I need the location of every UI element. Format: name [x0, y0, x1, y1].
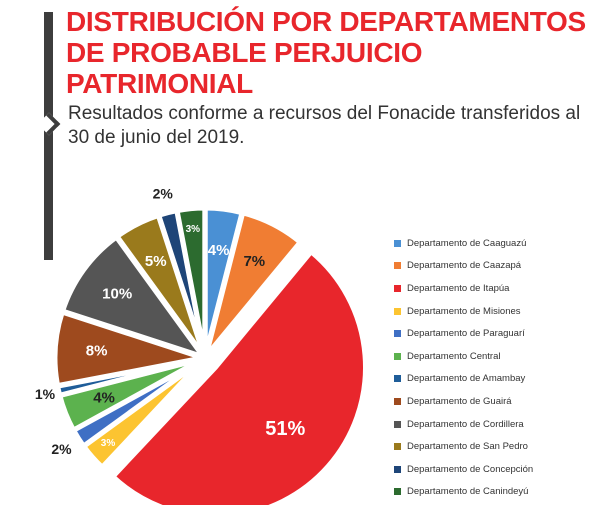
pie-data-label-8: 10%: [102, 286, 132, 303]
legend-swatch-3: [394, 307, 401, 315]
legend-label-8: Departamento de Cordillera: [407, 418, 524, 430]
legend-item-9: Departamento de San Pedro: [394, 435, 533, 458]
pie-data-label-0: 4%: [208, 242, 230, 259]
legend-item-1: Departamento de Caazapá: [394, 255, 533, 278]
legend-swatch-7: [394, 397, 401, 405]
legend-item-3: Departamento de Misiones: [394, 300, 533, 323]
chart-subtitle: Resultados conforme a recursos del Fonac…: [68, 103, 581, 148]
legend-swatch-1: [394, 262, 401, 270]
pie-slice-1: [203, 210, 303, 359]
legend-label-10: Departamento de Concepción: [407, 463, 534, 475]
legend-swatch-8: [394, 420, 401, 428]
title-accent-bar: [44, 12, 53, 260]
pie-data-label-9: 5%: [145, 253, 167, 270]
legend-swatch-0: [394, 239, 401, 247]
pie-data-label-3: 3%: [101, 438, 116, 449]
legend-item-10: Departamento de Concepción: [394, 458, 533, 481]
legend-swatch-9: [394, 443, 401, 451]
legend-item-0: Departamento de Caaguazú: [394, 232, 533, 255]
legend-label-9: Departamento de San Pedro: [407, 441, 528, 453]
legend-label-1: Departamento de Caazapá: [407, 260, 522, 272]
legend-label-2: Departamento de Itapúa: [407, 282, 510, 294]
legend-label-5: Departamento Central: [407, 350, 501, 362]
legend-label-11: Departamento de Canindeyú: [407, 486, 529, 498]
pie-slice-2: [110, 249, 368, 505]
pie-data-label-2: 51%: [265, 418, 305, 440]
legend-label-6: Departamento de Amambay: [407, 373, 526, 385]
legend-label-4: Departamento de Paraguarí: [407, 328, 525, 340]
legend-item-11: Departamento de Canindeyú: [394, 481, 533, 504]
legend-label-0: Departamento de Caaguazú: [407, 237, 527, 249]
legend-swatch-10: [394, 465, 401, 473]
legend-swatch-6: [394, 375, 401, 383]
chart-legend: Departamento de Caaguazú Departamento de …: [394, 232, 533, 503]
legend-item-2: Departamento de Itapúa: [394, 277, 533, 300]
legend-swatch-11: [394, 488, 401, 496]
pie-data-label-10: 2%: [153, 185, 174, 201]
pie-data-label-7: 8%: [86, 343, 108, 360]
pie-data-label-6: 1%: [35, 386, 56, 402]
legend-swatch-5: [394, 352, 401, 360]
pie-slice-11: [174, 205, 208, 359]
legend-label-7: Departamento de Guairá: [407, 395, 512, 407]
legend-item-8: Departamento de Cordillera: [394, 413, 533, 436]
pie-data-label-5: 4%: [93, 389, 115, 406]
legend-label-3: Departamento de Misiones: [407, 305, 521, 317]
legend-swatch-4: [394, 330, 401, 338]
pie-data-label-1: 7%: [243, 253, 265, 270]
pie-data-label-4: 2%: [51, 441, 72, 457]
legend-item-7: Departamento de Guairá: [394, 390, 533, 413]
legend-item-4: Departamento de Paraguarí: [394, 322, 533, 345]
pie-slice-8: [60, 234, 206, 360]
chart-title: DISTRIBUCIÓN POR DEPARTAMENTOS DE PROBAB…: [66, 6, 586, 99]
pie-data-label-11: 3%: [186, 224, 201, 235]
legend-item-6: Departamento de Amambay: [394, 368, 533, 391]
legend-swatch-2: [394, 284, 401, 292]
legend-item-5: Departamento Central: [394, 345, 533, 368]
